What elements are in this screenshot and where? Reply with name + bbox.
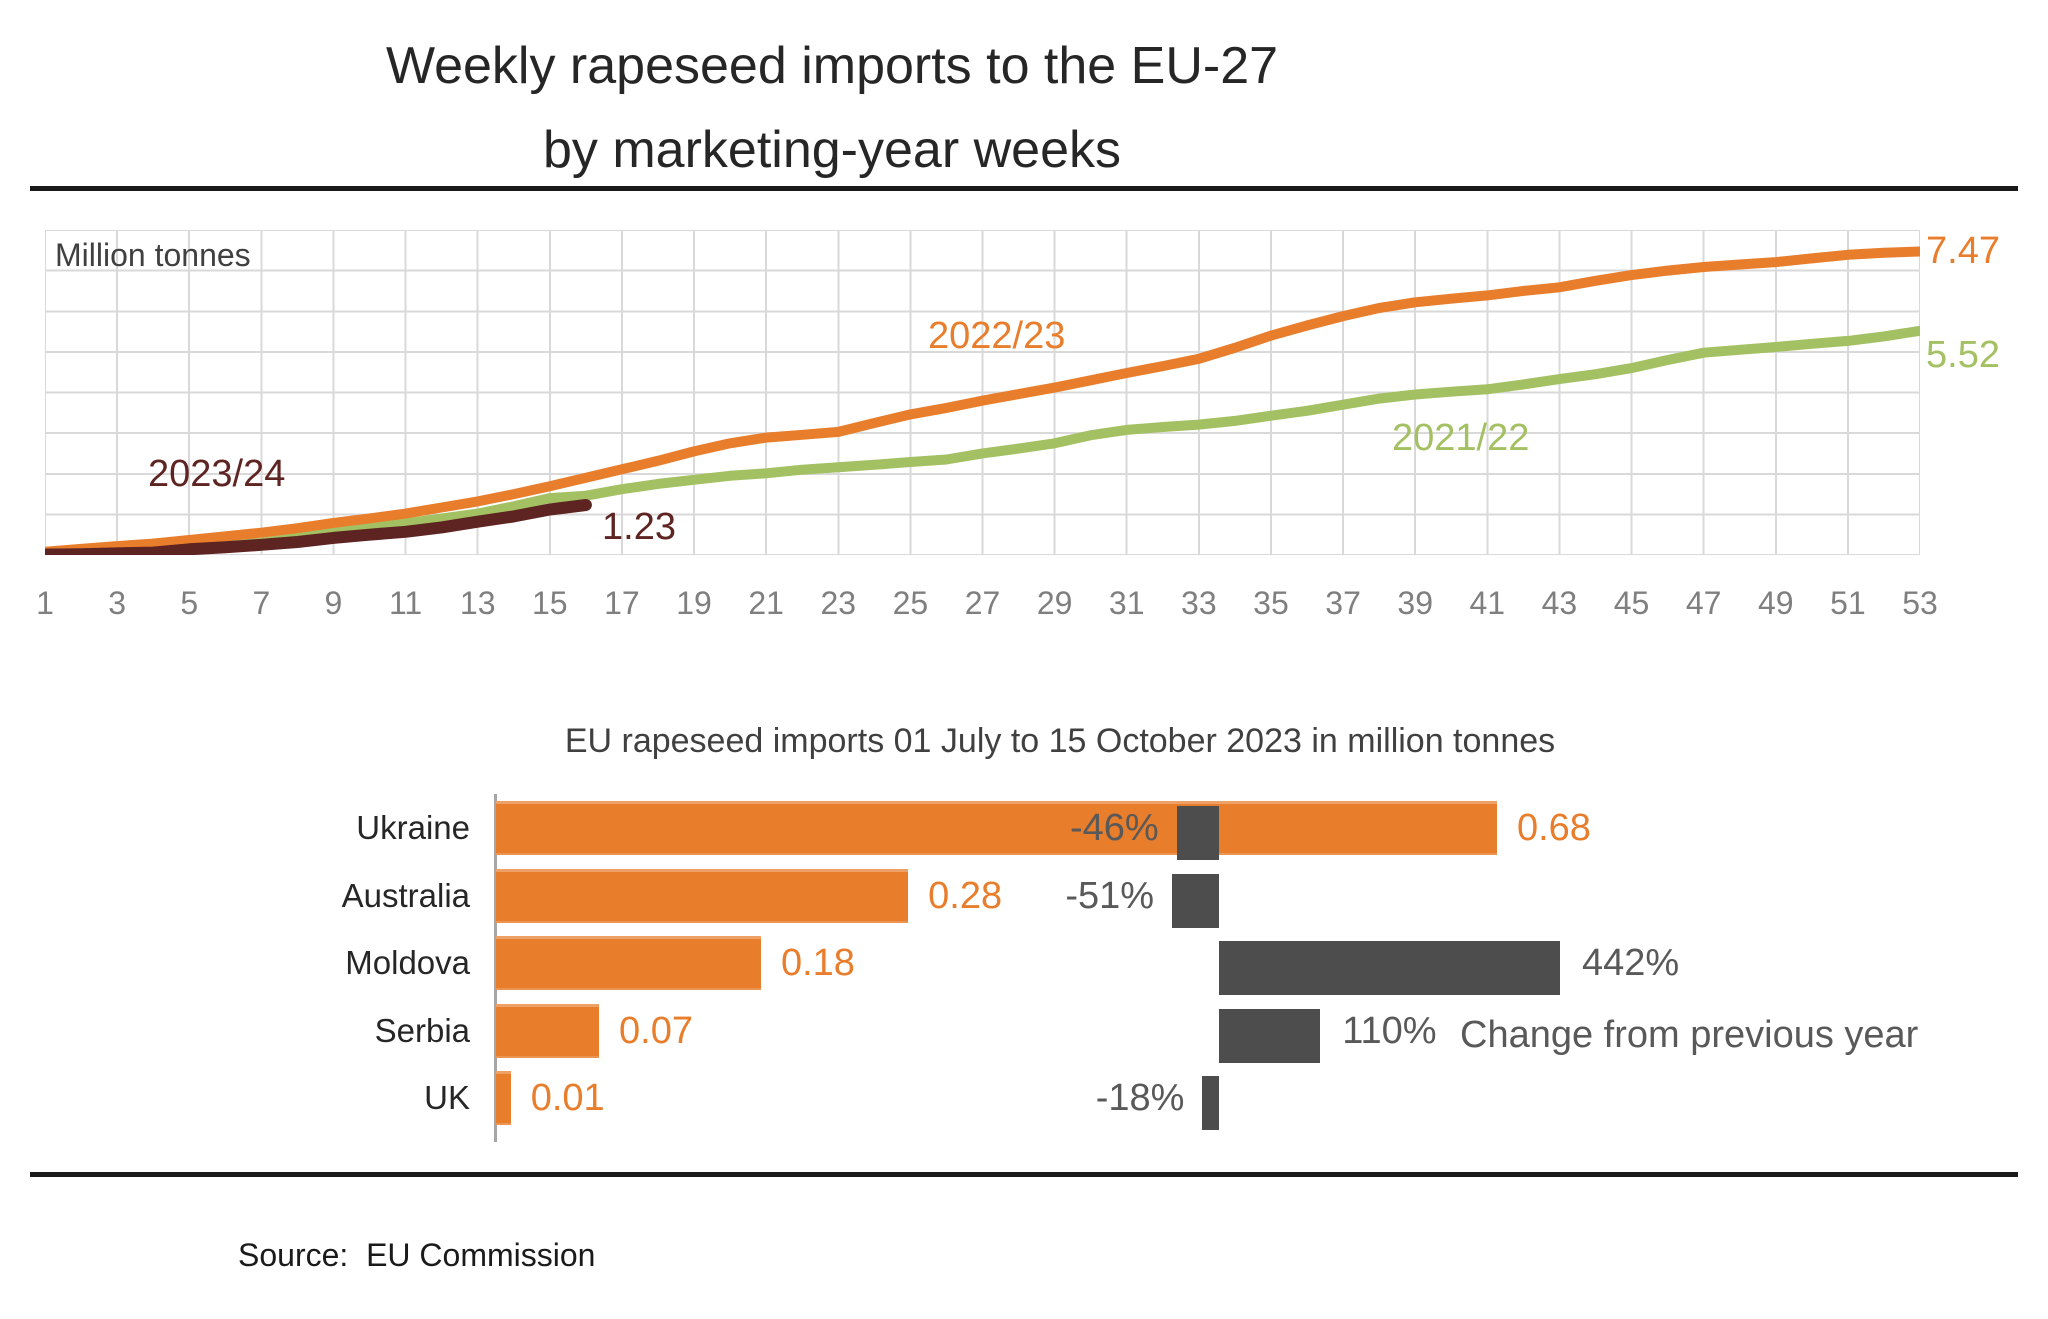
- page-title: Weekly rapeseed imports to the EU-27 by …: [0, 24, 1664, 192]
- bar-chart-title: EU rapeseed imports 01 July to 15 Octobe…: [564, 722, 1556, 760]
- x-tick-label: 31: [1108, 585, 1145, 621]
- change-bar-serbia: [1219, 1008, 1321, 1063]
- series-label-2022-23: 2022/23: [928, 315, 1066, 357]
- change-value-moldova: 442%: [1582, 942, 1680, 985]
- x-tick-label: 43: [1541, 585, 1578, 621]
- divider-bottom: [30, 1172, 2018, 1177]
- x-tick-label: 49: [1757, 585, 1794, 621]
- x-tick-label: 45: [1613, 585, 1650, 621]
- x-tick-label: 39: [1397, 585, 1433, 621]
- change-value-australia: -51%: [1065, 874, 1155, 917]
- source-line: Source: EU Commission: [238, 1237, 596, 1273]
- x-tick-label: 27: [964, 585, 1001, 621]
- page-title-line1: Weekly rapeseed imports to the EU-27: [385, 37, 1279, 95]
- series-label-2021-22: 2021/22: [1392, 417, 1530, 459]
- y-axis-title: Million tonnes: [55, 237, 251, 273]
- series-end-value-2023-24: 1.23: [602, 506, 676, 548]
- x-tick-label: 53: [1902, 585, 1938, 621]
- change-bar-australia: [1172, 873, 1219, 928]
- category-label-moldova: Moldova: [345, 944, 470, 982]
- x-tick-label: 1: [36, 585, 54, 621]
- line-chart: [45, 230, 1920, 555]
- bar-chart-axis-line: [494, 794, 497, 1142]
- x-tick-label: 13: [459, 585, 496, 621]
- change-value-uk: -18%: [1095, 1077, 1185, 1120]
- x-tick-label: 37: [1325, 585, 1361, 621]
- imports-value-ukraine: 0.68: [1516, 807, 1591, 849]
- imports-value-serbia: 0.07: [619, 1009, 693, 1052]
- x-tick-label: 19: [676, 585, 712, 621]
- x-tick-label: 35: [1253, 585, 1289, 621]
- change-value-ukraine: -46%: [1069, 807, 1159, 849]
- series-line-2021-22: [45, 325, 1920, 555]
- x-tick-label: 3: [108, 585, 126, 621]
- imports-value-uk: 0.01: [530, 1077, 605, 1120]
- change-bar-uk: [1202, 1076, 1219, 1131]
- series-line-2022-23: [45, 246, 1920, 555]
- x-tick-label: 29: [1036, 585, 1073, 621]
- change-note: Change from previous year: [1460, 1014, 1919, 1056]
- category-label-ukraine: Ukraine: [356, 809, 470, 846]
- imports-bar-uk: [496, 1071, 511, 1126]
- x-tick-label: 47: [1685, 585, 1722, 621]
- series-label-2023-24: 2023/24: [148, 453, 286, 495]
- x-tick-label: 5: [180, 585, 199, 621]
- series-line-2023-24: [45, 499, 592, 555]
- series-end-value-2021-22: 5.52: [1926, 334, 2000, 376]
- x-tick-label: 15: [532, 585, 568, 621]
- x-tick-label: 25: [892, 585, 929, 621]
- x-tick-label: 17: [604, 585, 640, 621]
- category-label-australia: Australia: [341, 876, 470, 914]
- imports-value-australia: 0.28: [928, 874, 1003, 917]
- x-tick-label: 23: [820, 585, 857, 621]
- imports-bar-moldova: [496, 936, 761, 991]
- imports-bar-australia: [496, 868, 909, 923]
- x-tick-label: 11: [388, 585, 423, 621]
- x-tick-label: 9: [324, 585, 343, 621]
- change-bar-moldova: [1219, 941, 1560, 996]
- line-series: [45, 246, 1920, 555]
- change-bar-ukraine: [1176, 806, 1219, 860]
- x-tick-label: 51: [1830, 585, 1866, 621]
- x-tick-label: 7: [252, 585, 271, 621]
- page-title-line2: by marketing-year weeks: [543, 121, 1121, 179]
- category-label-serbia: Serbia: [374, 1011, 470, 1049]
- change-value-serbia: 110%: [1342, 1009, 1437, 1052]
- series-end-value-2022-23: 7.47: [1926, 230, 2000, 272]
- x-tick-label: 41: [1469, 585, 1506, 621]
- category-label-uk: UK: [424, 1079, 470, 1117]
- imports-value-moldova: 0.18: [780, 942, 855, 985]
- imports-bar-ukraine: [496, 801, 1497, 855]
- divider-top: [30, 186, 2018, 191]
- x-tick-label: 33: [1181, 585, 1217, 621]
- x-tick-label: 21: [748, 585, 784, 621]
- imports-bar-serbia: [496, 1003, 600, 1058]
